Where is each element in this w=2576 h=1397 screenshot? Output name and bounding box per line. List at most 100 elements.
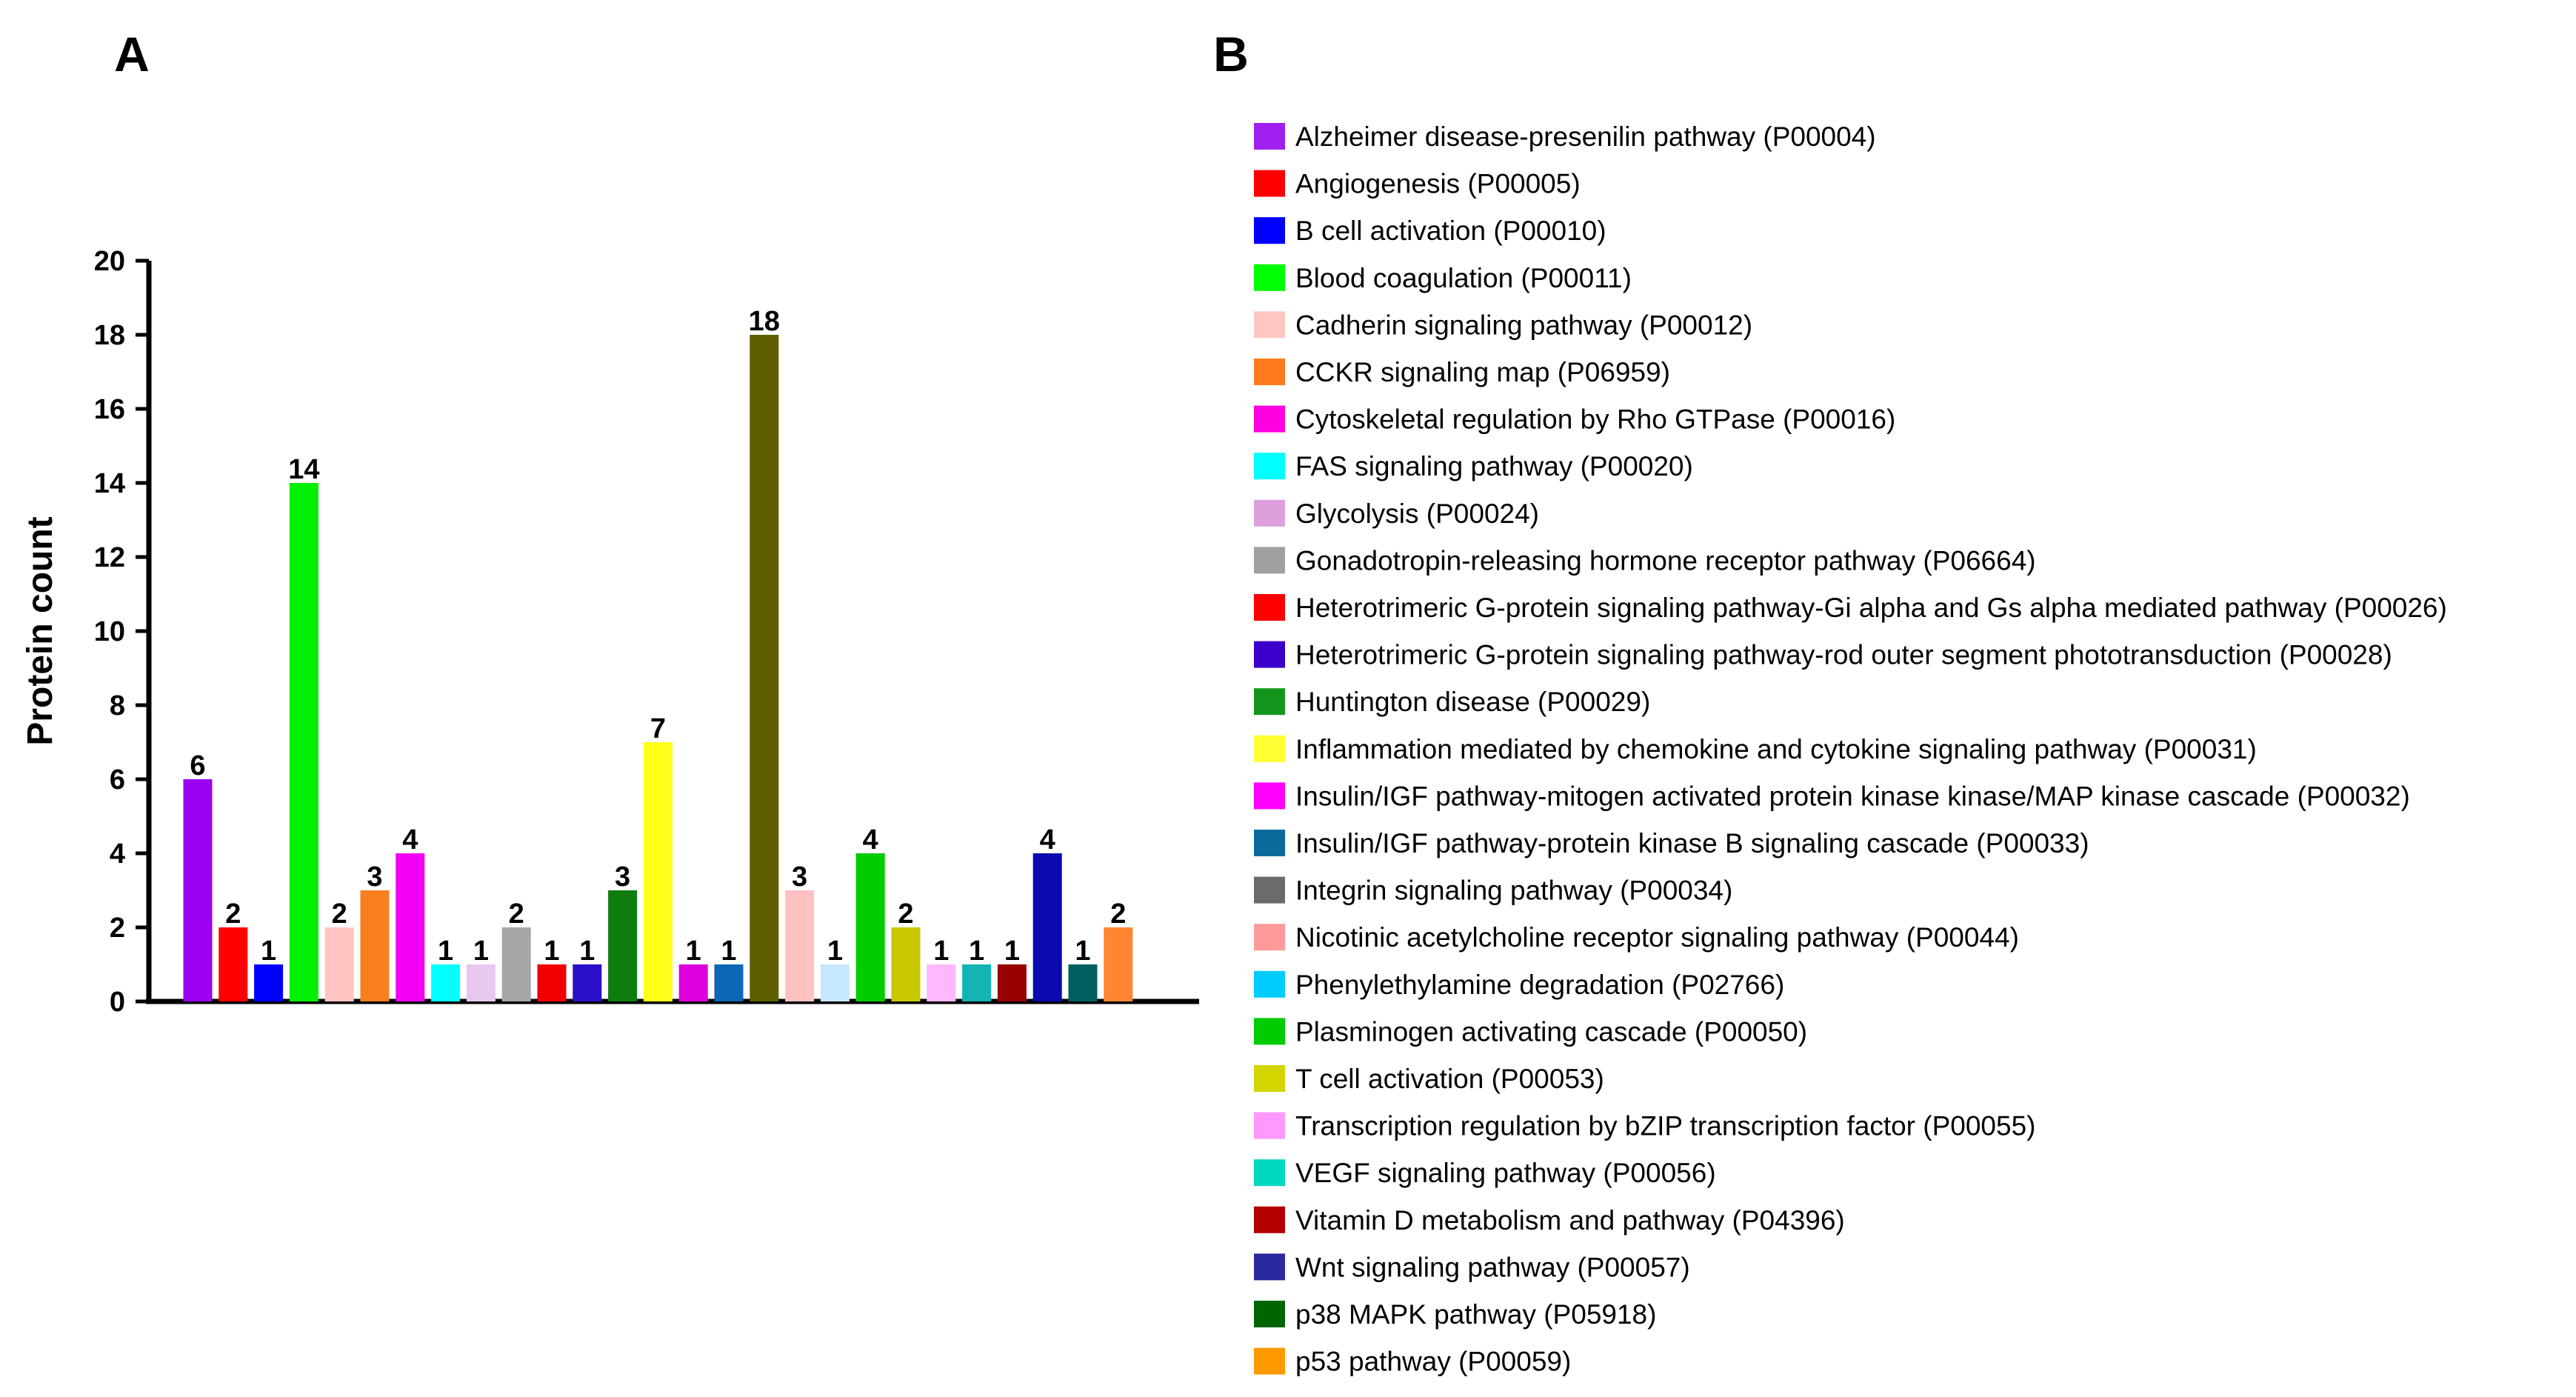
- legend-label: T cell activation (P00053): [1295, 1064, 1604, 1094]
- bar: [1032, 853, 1062, 1001]
- legend-swatch: [1254, 594, 1285, 621]
- bar: [396, 853, 425, 1001]
- bar-value-label: 1: [473, 936, 489, 967]
- bar-value-label: 3: [367, 861, 382, 893]
- legend-swatch: [1254, 499, 1285, 527]
- bar-value-label: 4: [402, 824, 418, 856]
- y-tick-label: 6: [110, 764, 125, 796]
- legend-item: Inflammation mediated by chemokine and c…: [1254, 734, 2257, 764]
- legend-item: Heterotrimeric G-protein signaling pathw…: [1254, 593, 2447, 623]
- bar-value-label: 2: [332, 898, 347, 930]
- legend-label: Huntington disease (P00029): [1295, 687, 1650, 717]
- bars: [183, 335, 1133, 1001]
- legend-item: Angiogenesis (P00005): [1254, 169, 1581, 199]
- legend-swatch: [1254, 688, 1285, 716]
- y-tick-label: 16: [94, 394, 125, 425]
- legend-item: Cadherin signaling pathway (P00012): [1254, 310, 1752, 340]
- bar: [573, 964, 602, 1001]
- bar: [855, 853, 885, 1001]
- y-tick-label: 4: [110, 838, 125, 870]
- bar: [714, 964, 744, 1001]
- y-tick-label: 12: [94, 542, 125, 573]
- legend-item: Cytoskeletal regulation by Rho GTPase (P…: [1254, 404, 1895, 435]
- bar-value-label: 14: [288, 454, 319, 485]
- legend-item: VEGF signaling pathway (P00056): [1254, 1158, 1716, 1188]
- bar-value-label: 3: [792, 861, 807, 893]
- bar-value-label: 18: [749, 306, 780, 337]
- legend-item: Transcription regulation by bZIP transcr…: [1254, 1111, 2036, 1141]
- bar: [997, 964, 1027, 1001]
- legend-swatch: [1254, 123, 1285, 150]
- legend-label: p53 pathway (P00059): [1295, 1347, 1571, 1377]
- legend-label: Gonadotropin-releasing hormone receptor …: [1295, 545, 2036, 576]
- legend-item: Nicotinic acetylcholine receptor signali…: [1254, 922, 2019, 953]
- legend-swatch: [1254, 1253, 1285, 1281]
- legend-label: Vitamin D metabolism and pathway (P04396…: [1295, 1205, 1845, 1236]
- legend-item: Alzheimer disease-presenilin pathway (P0…: [1254, 121, 1876, 152]
- legend-label: Insulin/IGF pathway-protein kinase B sig…: [1295, 828, 2089, 858]
- legend-item: CCKR signaling map (P06959): [1254, 357, 1670, 387]
- legend-label: Nicotinic acetylcholine receptor signali…: [1295, 922, 2019, 953]
- legend-swatch: [1254, 1206, 1285, 1233]
- legend-swatch: [1254, 1018, 1285, 1045]
- y-tick-label: 10: [94, 616, 125, 647]
- legend-item: Phenylethylamine degradation (P02766): [1254, 970, 1784, 1000]
- legend-label: FAS signaling pathway (P00020): [1295, 451, 1693, 481]
- bar: [360, 890, 390, 1001]
- legend-swatch: [1254, 405, 1285, 433]
- legend-label: Blood coagulation (P00011): [1295, 263, 1632, 293]
- legend-item: Vitamin D metabolism and pathway (P04396…: [1254, 1205, 1845, 1236]
- legend-item: Wnt signaling pathway (P00057): [1254, 1252, 1690, 1282]
- legend-item: T cell activation (P00053): [1254, 1064, 1604, 1094]
- bar: [254, 964, 284, 1001]
- bar-value-label: 2: [898, 898, 913, 930]
- legend-swatch: [1254, 735, 1285, 762]
- bar: [927, 964, 956, 1001]
- bar: [289, 483, 318, 1001]
- legend-item: p53 pathway (P00059): [1254, 1347, 1571, 1377]
- legend-item: Integrin signaling pathway (P00034): [1254, 876, 1732, 906]
- bar: [608, 890, 638, 1001]
- bar: [183, 779, 213, 1001]
- y-tick-label: 2: [110, 913, 125, 944]
- bar: [324, 927, 354, 1001]
- bar-value-label: 2: [225, 898, 241, 930]
- legend-label: CCKR signaling map (P06959): [1295, 357, 1670, 387]
- legend-label: Phenylethylamine degradation (P02766): [1295, 970, 1784, 1000]
- legend-item: FAS signaling pathway (P00020): [1254, 451, 1693, 481]
- legend-item: Plasminogen activating cascade (P00050): [1254, 1016, 1807, 1047]
- legend-item: Insulin/IGF pathway-protein kinase B sig…: [1254, 828, 2089, 858]
- bar: [678, 964, 708, 1001]
- bar-value-label: 1: [721, 936, 736, 967]
- legend-swatch: [1254, 641, 1285, 668]
- legend-swatch: [1254, 876, 1285, 904]
- legend-label: Heterotrimeric G-protein signaling pathw…: [1295, 593, 2447, 623]
- bar-value-label: 2: [509, 898, 524, 930]
- legend-swatch: [1254, 170, 1285, 197]
- bar-value-label: 1: [933, 936, 949, 967]
- legend: Alzheimer disease-presenilin pathway (P0…: [1254, 121, 2447, 1377]
- legend-item: Gonadotropin-releasing hormone receptor …: [1254, 545, 2036, 576]
- bar: [218, 927, 248, 1001]
- bar-value-label: 4: [863, 824, 878, 856]
- bar-value-label: 6: [190, 750, 205, 781]
- y-tick-label: 14: [94, 468, 125, 499]
- legend-label: B cell activation (P00010): [1295, 216, 1606, 246]
- legend-label: Angiogenesis (P00005): [1295, 169, 1581, 199]
- legend-item: B cell activation (P00010): [1254, 216, 1606, 246]
- legend-swatch: [1254, 830, 1285, 856]
- panel-b-label: B: [1213, 27, 1249, 81]
- legend-label: Insulin/IGF pathway-mitogen activated pr…: [1295, 781, 2410, 811]
- legend-swatch: [1254, 924, 1285, 951]
- y-tick-label: 0: [110, 987, 125, 1018]
- bar-value-label: 1: [1004, 936, 1020, 967]
- bar-value-label: 7: [650, 713, 666, 744]
- legend-item: Huntington disease (P00029): [1254, 687, 1650, 717]
- legend-swatch: [1254, 359, 1285, 385]
- bar-value-label: 1: [261, 936, 276, 967]
- legend-swatch: [1254, 970, 1285, 998]
- legend-item: Glycolysis (P00024): [1254, 499, 1539, 529]
- legend-label: VEGF signaling pathway (P00056): [1295, 1158, 1716, 1188]
